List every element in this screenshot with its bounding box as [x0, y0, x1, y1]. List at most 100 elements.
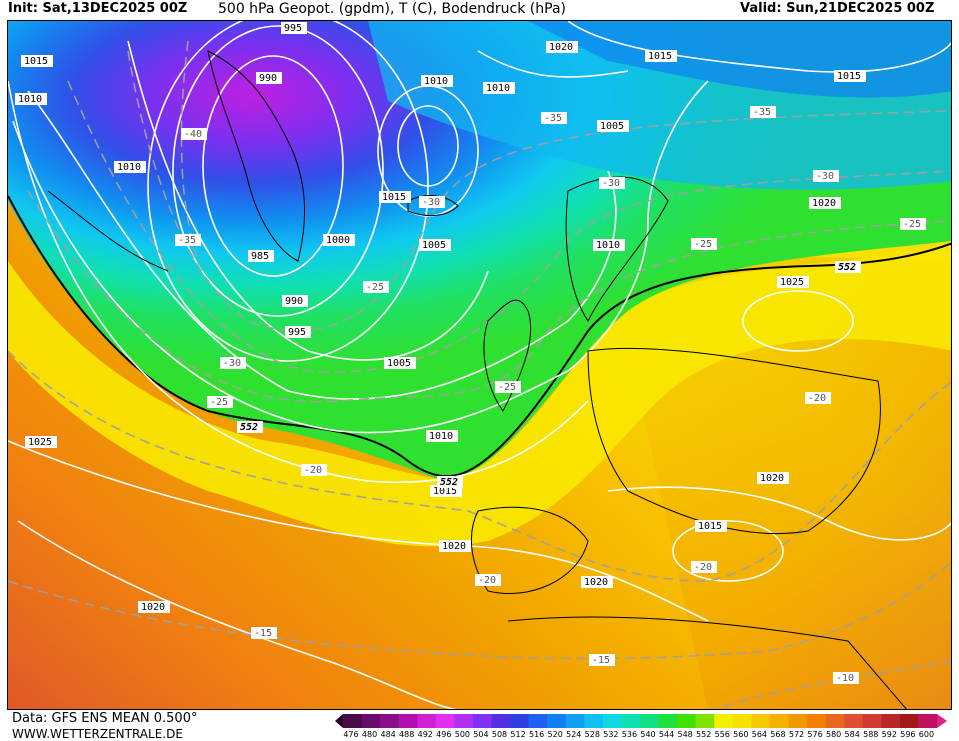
- pressure-label-text: 1010: [596, 240, 620, 251]
- temperature-label-text: -35: [178, 235, 196, 246]
- colorbar-tick-label: 580: [825, 730, 842, 739]
- colorbar-swatch: [361, 714, 381, 728]
- pressure-label-text: 990: [259, 73, 277, 84]
- temperature-label-text: -20: [808, 393, 826, 404]
- chart-header: Init: Sat,13DEC2025 00Z 500 hPa Geopot. …: [0, 0, 959, 20]
- isobar-1015-med: [672, 520, 784, 582]
- colorbar-tick-label: 560: [733, 730, 749, 739]
- pressure-label: 1000: [323, 234, 355, 246]
- colorbar-tick-label: 488: [399, 730, 415, 739]
- colorbar-tick-label: 548: [677, 730, 693, 739]
- colorbar-swatch: [788, 714, 808, 728]
- colorbar-tick-label: 520: [547, 730, 563, 739]
- temperature-label-text: -30: [422, 197, 440, 208]
- pressure-label-text: 995: [288, 327, 306, 338]
- colorbar: [335, 714, 947, 728]
- colorbar-tick-label: 572: [788, 730, 805, 739]
- pressure-label-text: 1025: [780, 277, 804, 288]
- isobar-985: [202, 55, 344, 277]
- isobar-1020-east: [607, 486, 951, 541]
- temperature-label: -25: [495, 381, 521, 393]
- chart-title: 500 hPa Geopot. (gpdm), T (C), Bodendruc…: [218, 1, 566, 17]
- pressure-label-text: 1015: [648, 51, 672, 62]
- pressure-label-text: 985: [251, 251, 269, 262]
- colorbar-tick-label: 508: [491, 730, 508, 739]
- colorbar-swatch: [343, 714, 363, 728]
- temperature-label: -30: [813, 170, 839, 182]
- scandinavia-coast: [565, 176, 669, 322]
- pressure-label-text: 1010: [486, 83, 510, 94]
- colorbar-swatch: [714, 714, 734, 728]
- isobar-1015-north: [567, 21, 951, 73]
- yellow-552-band: [8, 251, 951, 547]
- pressure-label-text: 1020: [812, 198, 836, 209]
- geopotential-label-text: 552: [240, 422, 258, 433]
- colorbar-tick-label: 584: [844, 730, 860, 739]
- colorbar-swatch: [640, 714, 660, 728]
- temperature-label-text: -25: [210, 397, 228, 408]
- colorbar-swatch: [751, 714, 771, 728]
- init-time: Init: Sat,13DEC2025 00Z: [8, 1, 188, 16]
- isobar-high-east: [742, 290, 854, 352]
- colorbar-swatch: [807, 714, 827, 728]
- pressure-label: 995: [281, 22, 307, 34]
- colorbar-tick-label: 476: [343, 730, 359, 739]
- pressure-label: 1020: [138, 601, 170, 613]
- colorbar-swatch: [621, 714, 641, 728]
- temperature-label-text: -30: [816, 171, 834, 182]
- temperature-label-text: -25: [903, 219, 921, 230]
- colorbar-swatch: [547, 714, 567, 728]
- colorbar-arrow-left: [335, 714, 343, 728]
- website-link[interactable]: WWW.WETTERZENTRALE.DE: [12, 727, 183, 741]
- british-isles-coast: [483, 299, 532, 412]
- temperature-label: -40: [181, 128, 207, 140]
- geopotential-label: 552: [237, 421, 263, 433]
- colorbar-tick-label: 540: [640, 730, 656, 739]
- colorbar-swatch: [472, 714, 492, 728]
- pressure-label-text: 1000: [326, 235, 350, 246]
- colorbar-swatch: [602, 714, 622, 728]
- pressure-label-text: 1020: [442, 541, 466, 552]
- colorbar-swatch: [918, 714, 938, 728]
- temperature-label-text: -15: [254, 628, 272, 639]
- colorbar-tick-label: 532: [603, 730, 619, 739]
- colorbar-swatch: [899, 714, 919, 728]
- colorbar-swatch: [454, 714, 474, 728]
- geopotential-552-contour: [8, 195, 951, 478]
- pressure-label: 1010: [483, 82, 515, 94]
- pressure-label-text: 1015: [837, 71, 861, 82]
- pressure-label-text: 1010: [117, 162, 141, 173]
- temperature-label: -30: [599, 177, 625, 189]
- temperature-label: -15: [589, 654, 615, 666]
- pressure-label: 1025: [25, 436, 57, 448]
- pressure-label-text: 1010: [429, 431, 453, 442]
- isobar-1020: [8, 440, 709, 622]
- colorbar-swatch: [565, 714, 585, 728]
- pressure-label: 1010: [114, 161, 146, 173]
- north-africa-coast: [507, 616, 907, 709]
- pressure-label-text: 1025: [28, 437, 52, 448]
- pressure-label: 995: [285, 326, 311, 338]
- isotherm-10: [711, 660, 951, 709]
- iberia-coast: [470, 506, 589, 595]
- temperature-label: -25: [691, 238, 717, 250]
- colorbar-tick-label: 492: [417, 730, 433, 739]
- coastlines: [47, 50, 907, 709]
- iceland-coast: [407, 195, 459, 217]
- valid-time: Valid: Sun,21DEC2025 00Z: [740, 1, 935, 16]
- colorbar-swatch: [435, 714, 455, 728]
- colorbar-swatch: [417, 714, 437, 728]
- colorbar-swatch: [510, 714, 530, 728]
- colorbar-tick-label: 544: [658, 730, 675, 739]
- pressure-label-text: 1015: [382, 192, 406, 203]
- pressure-label: 1020: [757, 472, 789, 484]
- pressure-label: 1015: [379, 191, 411, 203]
- colorbar-tick-label: 516: [528, 730, 545, 739]
- temperature-label: -20: [691, 561, 717, 573]
- colorbar-swatch: [881, 714, 901, 728]
- colorbar-tick-label: 480: [361, 730, 378, 739]
- pressure-label-text: 1020: [549, 42, 573, 53]
- pressure-labels: 995 1015 1010 990 1010 1020 1015 1010 10…: [15, 22, 866, 613]
- colorbar-swatch: [844, 714, 864, 728]
- isobar-1015: [8, 80, 589, 483]
